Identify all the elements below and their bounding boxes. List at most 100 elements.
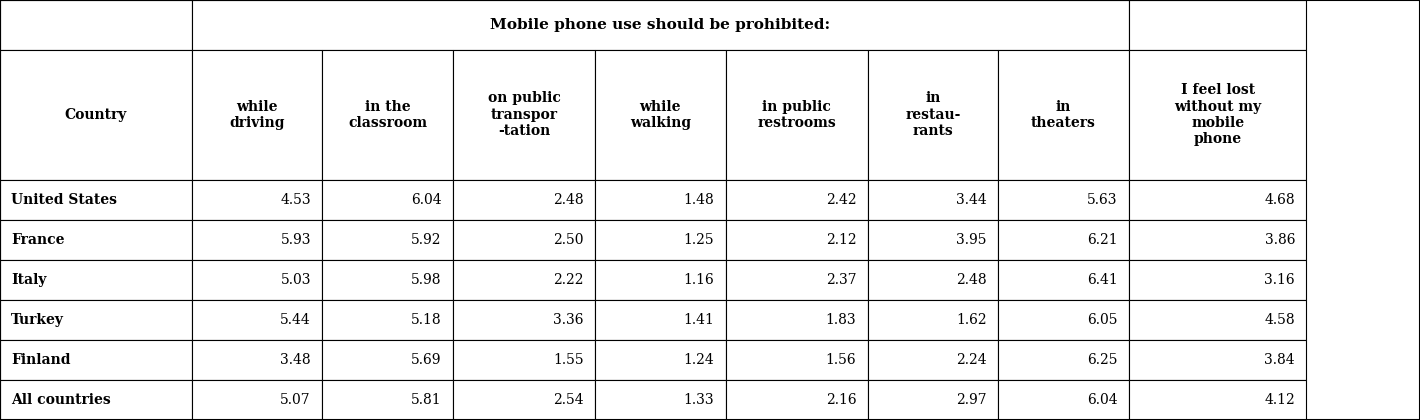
Text: Country: Country xyxy=(65,108,126,122)
Bar xyxy=(322,180,453,220)
Text: 5.07: 5.07 xyxy=(280,393,311,407)
Text: 5.69: 5.69 xyxy=(412,353,442,367)
Bar xyxy=(998,340,1129,380)
Bar xyxy=(998,50,1129,180)
Text: 1.48: 1.48 xyxy=(683,193,714,207)
Text: 3.44: 3.44 xyxy=(956,193,987,207)
Bar xyxy=(0,180,192,220)
Text: in
theaters: in theaters xyxy=(1031,100,1096,130)
Text: 6.05: 6.05 xyxy=(1088,313,1118,327)
Text: Turkey: Turkey xyxy=(11,313,64,327)
Bar xyxy=(726,50,868,180)
Text: 1.25: 1.25 xyxy=(683,233,714,247)
Text: 1.16: 1.16 xyxy=(683,273,714,287)
Bar xyxy=(1129,180,1306,220)
Text: in
restau-
rants: in restau- rants xyxy=(906,92,960,138)
Text: 5.03: 5.03 xyxy=(281,273,311,287)
Bar xyxy=(453,50,595,180)
Text: 1.62: 1.62 xyxy=(956,313,987,327)
Text: 3.95: 3.95 xyxy=(957,233,987,247)
Bar xyxy=(453,340,595,380)
Bar xyxy=(868,180,998,220)
Text: 3.48: 3.48 xyxy=(280,353,311,367)
Bar xyxy=(726,180,868,220)
Bar xyxy=(595,300,726,340)
Bar xyxy=(322,300,453,340)
Text: 3.86: 3.86 xyxy=(1265,233,1295,247)
Text: 6.04: 6.04 xyxy=(410,193,442,207)
Bar xyxy=(0,300,192,340)
Text: 2.16: 2.16 xyxy=(825,393,856,407)
Text: 5.18: 5.18 xyxy=(410,313,442,327)
Text: 1.33: 1.33 xyxy=(683,393,714,407)
Bar xyxy=(0,0,192,50)
Bar xyxy=(595,340,726,380)
Bar xyxy=(595,260,726,300)
Bar xyxy=(998,300,1129,340)
Text: Mobile phone use should be prohibited:: Mobile phone use should be prohibited: xyxy=(490,18,831,32)
Bar xyxy=(192,380,322,420)
Text: 1.83: 1.83 xyxy=(825,313,856,327)
Bar xyxy=(868,220,998,260)
Bar xyxy=(322,220,453,260)
Text: 4.58: 4.58 xyxy=(1264,313,1295,327)
Bar xyxy=(453,380,595,420)
Bar xyxy=(192,340,322,380)
Text: while
driving: while driving xyxy=(229,100,285,130)
Text: 6.41: 6.41 xyxy=(1086,273,1118,287)
Text: 2.42: 2.42 xyxy=(825,193,856,207)
Text: 2.97: 2.97 xyxy=(956,393,987,407)
Bar xyxy=(868,380,998,420)
Bar xyxy=(453,300,595,340)
Text: 1.55: 1.55 xyxy=(552,353,584,367)
Bar xyxy=(998,180,1129,220)
Bar xyxy=(192,0,1129,50)
Text: 2.37: 2.37 xyxy=(825,273,856,287)
Bar xyxy=(0,340,192,380)
Bar xyxy=(595,380,726,420)
Bar xyxy=(868,260,998,300)
Text: All countries: All countries xyxy=(11,393,111,407)
Text: 2.48: 2.48 xyxy=(552,193,584,207)
Bar xyxy=(322,260,453,300)
Bar xyxy=(726,340,868,380)
Bar xyxy=(192,260,322,300)
Text: 5.81: 5.81 xyxy=(410,393,442,407)
Text: 6.04: 6.04 xyxy=(1086,393,1118,407)
Text: 5.98: 5.98 xyxy=(412,273,442,287)
Text: France: France xyxy=(11,233,65,247)
Bar xyxy=(0,260,192,300)
Bar xyxy=(726,300,868,340)
Bar xyxy=(595,50,726,180)
Text: 5.63: 5.63 xyxy=(1088,193,1118,207)
Bar xyxy=(998,380,1129,420)
Bar xyxy=(1129,380,1306,420)
Text: 3.36: 3.36 xyxy=(554,313,584,327)
Text: 5.93: 5.93 xyxy=(281,233,311,247)
Bar xyxy=(192,220,322,260)
Bar xyxy=(1129,220,1306,260)
Text: in public
restrooms: in public restrooms xyxy=(757,100,836,130)
Text: 6.25: 6.25 xyxy=(1088,353,1118,367)
Bar xyxy=(192,300,322,340)
Bar xyxy=(322,340,453,380)
Text: 1.41: 1.41 xyxy=(683,313,714,327)
Bar xyxy=(726,220,868,260)
Text: 3.16: 3.16 xyxy=(1264,273,1295,287)
Bar xyxy=(322,50,453,180)
Bar xyxy=(1129,0,1306,50)
Bar xyxy=(0,220,192,260)
Text: United States: United States xyxy=(11,193,118,207)
Text: Italy: Italy xyxy=(11,273,47,287)
Text: 2.48: 2.48 xyxy=(956,273,987,287)
Text: while
walking: while walking xyxy=(629,100,692,130)
Bar xyxy=(0,50,192,180)
Bar xyxy=(1129,300,1306,340)
Text: 5.44: 5.44 xyxy=(280,313,311,327)
Bar xyxy=(595,220,726,260)
Bar xyxy=(998,260,1129,300)
Bar xyxy=(453,260,595,300)
Bar xyxy=(868,50,998,180)
Text: 4.68: 4.68 xyxy=(1264,193,1295,207)
Text: 4.53: 4.53 xyxy=(280,193,311,207)
